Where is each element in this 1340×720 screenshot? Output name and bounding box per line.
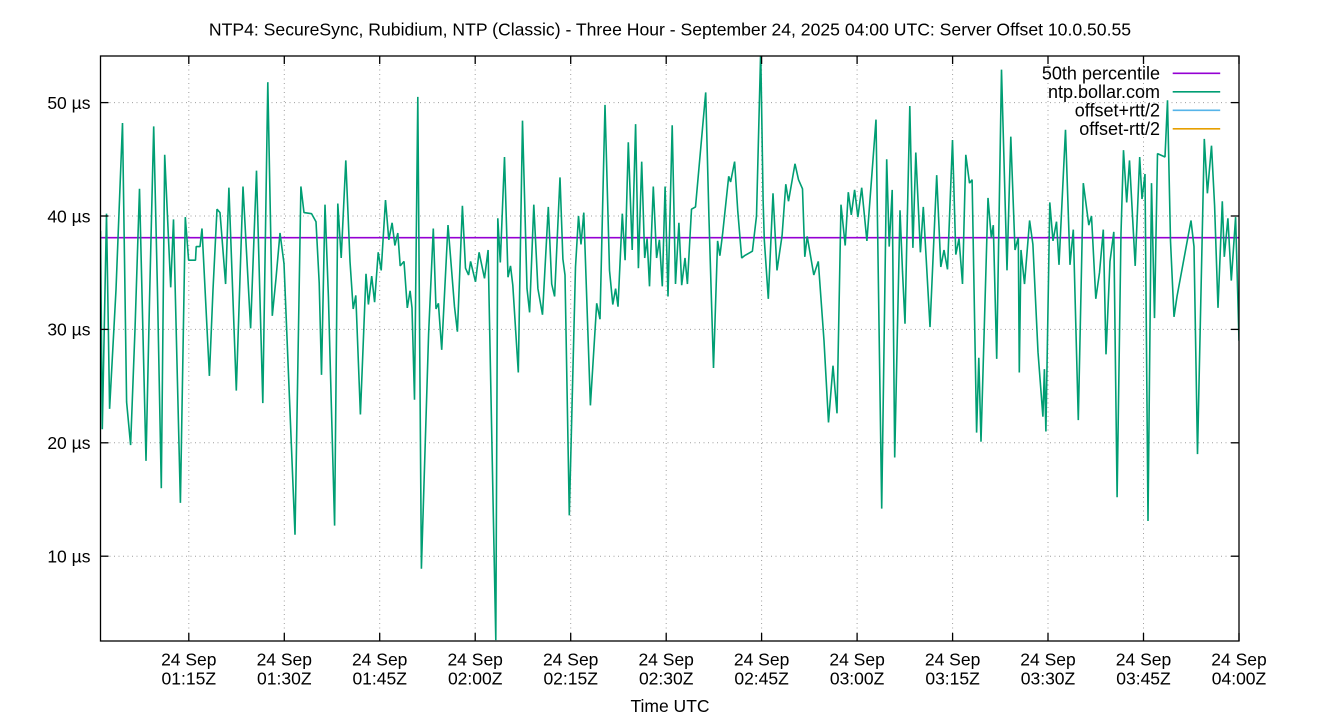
svg-text:02:00Z: 02:00Z <box>448 669 503 689</box>
svg-text:01:30Z: 01:30Z <box>257 669 312 689</box>
svg-text:24 Sep: 24 Sep <box>829 650 884 670</box>
svg-text:offset-rtt/2: offset-rtt/2 <box>1079 119 1160 139</box>
svg-text:offset+rtt/2: offset+rtt/2 <box>1075 101 1160 121</box>
svg-text:03:15Z: 03:15Z <box>925 669 980 689</box>
svg-text:Time UTC: Time UTC <box>630 696 709 716</box>
svg-text:20 µs: 20 µs <box>47 433 90 453</box>
svg-text:02:30Z: 02:30Z <box>639 669 694 689</box>
svg-text:03:30Z: 03:30Z <box>1021 669 1076 689</box>
svg-text:01:15Z: 01:15Z <box>162 669 217 689</box>
svg-text:02:15Z: 02:15Z <box>543 669 598 689</box>
svg-text:24 Sep: 24 Sep <box>1211 650 1266 670</box>
svg-text:10 µs: 10 µs <box>47 547 90 567</box>
svg-text:24 Sep: 24 Sep <box>352 650 407 670</box>
svg-text:50 µs: 50 µs <box>47 93 90 113</box>
svg-text:50th percentile: 50th percentile <box>1042 64 1160 84</box>
svg-text:03:00Z: 03:00Z <box>830 669 885 689</box>
svg-text:24 Sep: 24 Sep <box>638 650 693 670</box>
svg-text:30 µs: 30 µs <box>47 320 90 340</box>
svg-text:24 Sep: 24 Sep <box>543 650 598 670</box>
svg-text:24 Sep: 24 Sep <box>1116 650 1171 670</box>
svg-text:NTP4: SecureSync, Rubidium, NT: NTP4: SecureSync, Rubidium, NTP (Classic… <box>209 20 1131 40</box>
svg-text:24 Sep: 24 Sep <box>447 650 502 670</box>
svg-text:24 Sep: 24 Sep <box>734 650 789 670</box>
svg-text:40 µs: 40 µs <box>47 206 90 226</box>
svg-text:02:45Z: 02:45Z <box>734 669 789 689</box>
svg-text:01:45Z: 01:45Z <box>352 669 407 689</box>
svg-text:03:45Z: 03:45Z <box>1116 669 1171 689</box>
svg-text:ntp.bollar.com: ntp.bollar.com <box>1048 82 1160 102</box>
svg-text:24 Sep: 24 Sep <box>257 650 312 670</box>
svg-text:24 Sep: 24 Sep <box>1020 650 1075 670</box>
svg-text:04:00Z: 04:00Z <box>1212 669 1267 689</box>
svg-text:24 Sep: 24 Sep <box>925 650 980 670</box>
svg-text:24 Sep: 24 Sep <box>161 650 216 670</box>
